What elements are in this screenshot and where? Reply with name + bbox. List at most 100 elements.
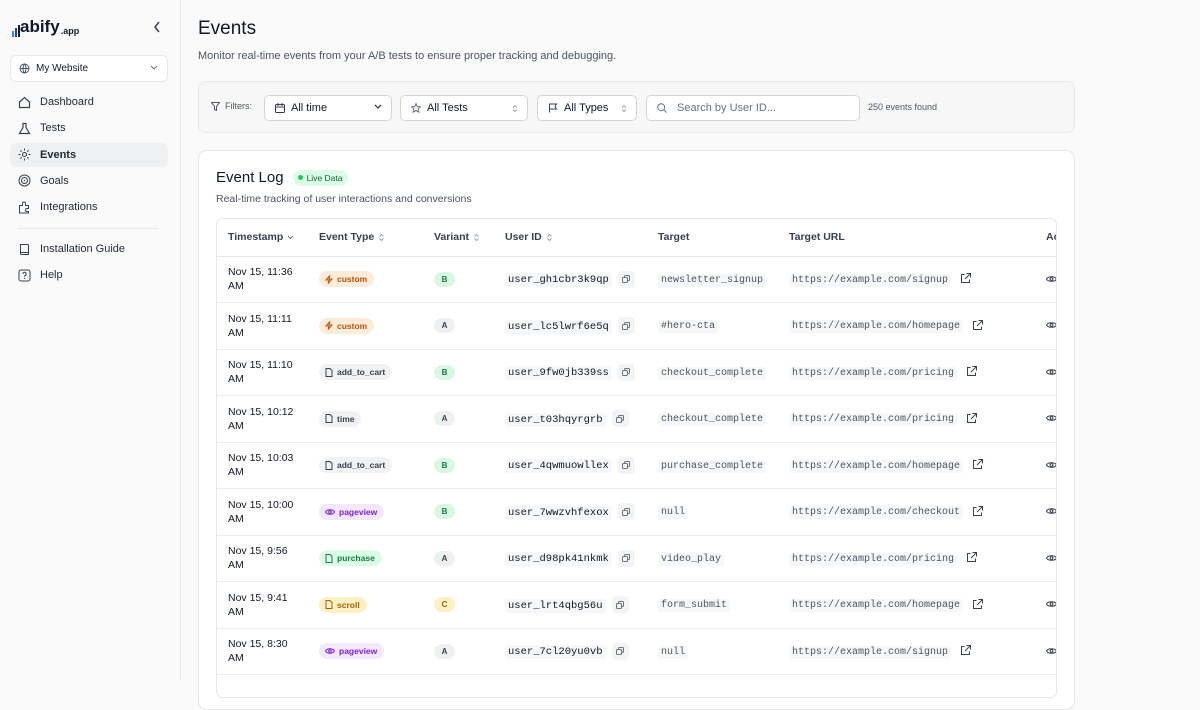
column-header[interactable]: User ID xyxy=(494,219,647,257)
site-selector[interactable]: My Website xyxy=(10,55,168,82)
cell: View xyxy=(1035,628,1056,675)
icon xyxy=(1046,275,1056,283)
cell: Nov 15, 9:56 AM xyxy=(217,535,308,582)
open-link[interactable] xyxy=(972,459,984,470)
cell: checkout_complete xyxy=(647,395,778,443)
open-link[interactable] xyxy=(972,505,984,517)
open-link[interactable] xyxy=(972,598,984,610)
nav-item[interactable]: Help xyxy=(10,263,168,287)
view-button[interactable]: View xyxy=(1046,319,1056,331)
view-button[interactable]: View xyxy=(1046,366,1056,378)
icon xyxy=(18,148,31,161)
cell: Nov 15, 10:03 AM xyxy=(217,442,308,489)
variant-badge: B xyxy=(434,271,455,287)
icon xyxy=(18,96,31,109)
nav-label: Integrations xyxy=(40,201,98,214)
logo[interactable]: abify .app xyxy=(12,17,79,37)
timestamp: Nov 15, 10:03 AM xyxy=(228,452,294,479)
copy-button[interactable] xyxy=(611,410,629,428)
nav-item[interactable]: Installation Guide xyxy=(10,237,168,261)
time-filter[interactable]: All time xyxy=(264,95,392,121)
view-button[interactable]: View xyxy=(1046,505,1056,517)
event-type-badge: add_to_cart xyxy=(319,364,393,381)
column-header: Target URL xyxy=(778,219,1035,257)
open-link[interactable] xyxy=(960,645,972,656)
cell: user_7cl20yu0vb xyxy=(494,628,647,675)
open-link[interactable] xyxy=(966,552,978,563)
view-button[interactable]: View xyxy=(1046,459,1056,471)
view-button[interactable]: View xyxy=(1046,273,1056,285)
event-count: 250 events found xyxy=(868,102,938,112)
type-filter[interactable]: All Types xyxy=(537,95,637,121)
view-button[interactable]: View xyxy=(1046,645,1056,657)
nav-label: Tests xyxy=(40,122,66,135)
cell: View xyxy=(1035,302,1056,350)
nav-item[interactable]: Goals xyxy=(10,169,168,193)
collapse-button[interactable] xyxy=(152,20,162,34)
cell: pageview xyxy=(308,488,423,536)
variant-badge: A xyxy=(434,643,455,659)
search-input[interactable]: Search by User ID... xyxy=(646,95,860,121)
copy-button[interactable] xyxy=(617,270,635,288)
nav-item[interactable]: Tests xyxy=(10,116,168,140)
icon xyxy=(18,122,31,135)
copy-button[interactable] xyxy=(617,317,635,335)
open-link[interactable] xyxy=(966,366,978,377)
cell: https://example.com/pricing xyxy=(778,395,1035,443)
nav: Dashboard Tests Events Goals Integrations xyxy=(10,90,168,221)
column-header[interactable]: Variant xyxy=(423,219,494,257)
cell: user_lrt4qbg56u xyxy=(494,581,647,629)
cell: time xyxy=(308,395,423,443)
icon xyxy=(1046,600,1056,608)
event-type: custom xyxy=(337,274,368,285)
copy-button[interactable] xyxy=(617,456,635,474)
timestamp: Nov 15, 11:36 AM xyxy=(228,266,293,293)
target: null xyxy=(658,506,689,520)
cell: pageview xyxy=(308,628,423,675)
page-subtitle: Monitor real-time events from your A/B t… xyxy=(198,50,617,62)
open-link[interactable] xyxy=(966,412,978,424)
icon xyxy=(1046,507,1056,515)
copy-button[interactable] xyxy=(617,549,635,567)
target: video_play xyxy=(658,552,725,566)
timestamp: Nov 15, 9:56 AM xyxy=(228,545,288,572)
test-filter[interactable]: All Tests xyxy=(400,95,528,121)
nav-item[interactable]: Integrations xyxy=(10,195,168,219)
cell: Nov 15, 11:10 AM xyxy=(217,349,308,396)
copy-button[interactable] xyxy=(617,363,635,381)
cell: A xyxy=(423,628,494,675)
view-button[interactable]: View xyxy=(1046,598,1056,610)
view-button[interactable]: View xyxy=(1046,552,1056,564)
cell: View xyxy=(1035,395,1056,443)
column-label: User ID xyxy=(505,231,542,244)
target-url: https://example.com/homepage xyxy=(789,459,964,473)
open-link[interactable] xyxy=(972,319,984,331)
variant-badge: B xyxy=(434,457,455,473)
view-button[interactable]: View xyxy=(1046,412,1056,424)
column-header[interactable]: Event Type xyxy=(308,219,423,257)
variant-badge: B xyxy=(434,364,455,380)
timestamp: Nov 15, 10:12 AM xyxy=(228,405,294,432)
variant-badge: B xyxy=(434,504,455,520)
open-link[interactable] xyxy=(960,273,972,284)
nav-label: Events xyxy=(40,148,77,161)
cell: user_t03hqyrgrb xyxy=(494,395,647,443)
column-label: Actions xyxy=(1046,231,1056,244)
icon xyxy=(325,600,333,610)
copy-button[interactable] xyxy=(611,642,629,660)
nav-item[interactable]: Dashboard xyxy=(10,90,168,114)
site-name: My Website xyxy=(36,63,89,74)
type-filter-value: All Types xyxy=(564,102,609,114)
variant-badge: A xyxy=(434,411,455,427)
event-type: pageview xyxy=(339,646,378,657)
nav-item[interactable]: Events xyxy=(10,142,168,167)
column-header[interactable]: Timestamp xyxy=(217,219,308,257)
cell: View xyxy=(1035,535,1056,582)
cell: user_gh1cbr3k9qp xyxy=(494,256,647,303)
copy-button[interactable] xyxy=(617,503,635,521)
cell: A xyxy=(423,395,494,443)
copy-button[interactable] xyxy=(611,596,629,614)
